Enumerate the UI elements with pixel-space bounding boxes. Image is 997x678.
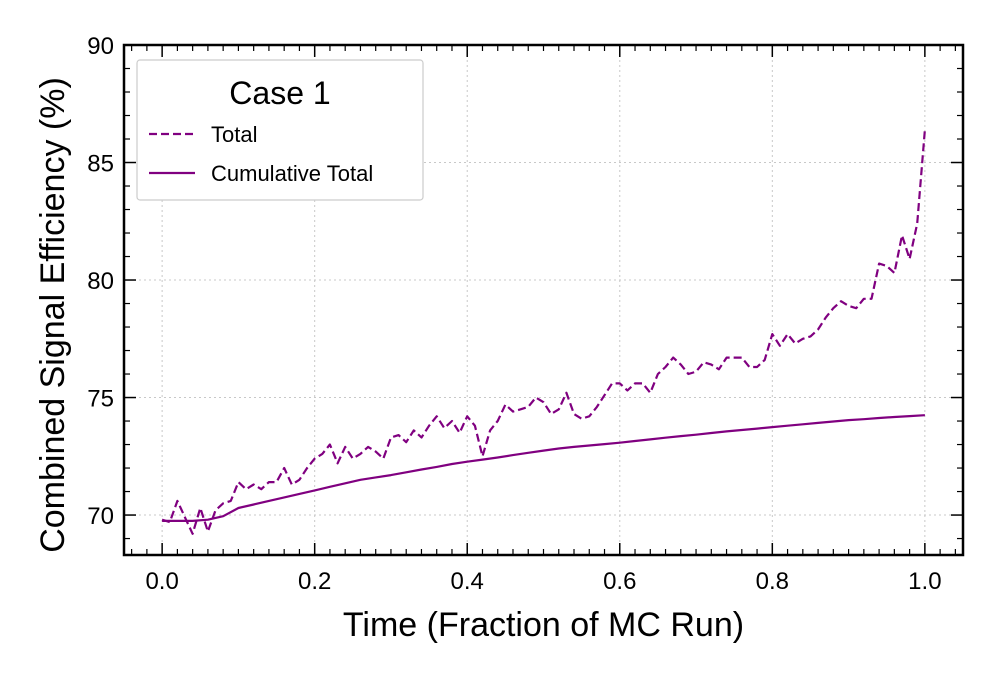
- legend-title: Case 1: [229, 75, 330, 111]
- plot-frame: [122, 43, 965, 557]
- legend: Case 1 Total Cumulative Total: [136, 59, 424, 201]
- x-tick-label: 0.2: [298, 568, 331, 595]
- x-tick-label: 0.6: [603, 568, 636, 595]
- series-line-total: [161, 129, 926, 535]
- x-tick-label: 0.4: [451, 568, 484, 595]
- x-tick-label: 1.0: [908, 568, 941, 595]
- legend-box: [136, 59, 424, 201]
- series-line-cumulative-total: [162, 414, 925, 523]
- x-axis-label: Time (Fraction of MC Run): [343, 606, 744, 644]
- x-tick-label: 0.0: [145, 568, 178, 595]
- legend-label-cumulative: Cumulative Total: [211, 161, 373, 186]
- y-tick-label: 75: [87, 386, 114, 413]
- series-layer: [161, 129, 926, 535]
- tick-layer: 0.0 0.2 0.4 0.6 0.8 1.0 70 75 80 85 90: [87, 33, 963, 595]
- legend-label-total: Total: [211, 122, 257, 147]
- y-tick-label: 85: [87, 151, 114, 178]
- y-axis-label: Combined Signal Efficiency (%): [34, 77, 72, 553]
- y-tick-label: 90: [87, 33, 114, 60]
- y-tick-label: 80: [87, 268, 114, 295]
- y-tick-label: 70: [87, 503, 114, 530]
- x-tick-label: 0.8: [756, 568, 789, 595]
